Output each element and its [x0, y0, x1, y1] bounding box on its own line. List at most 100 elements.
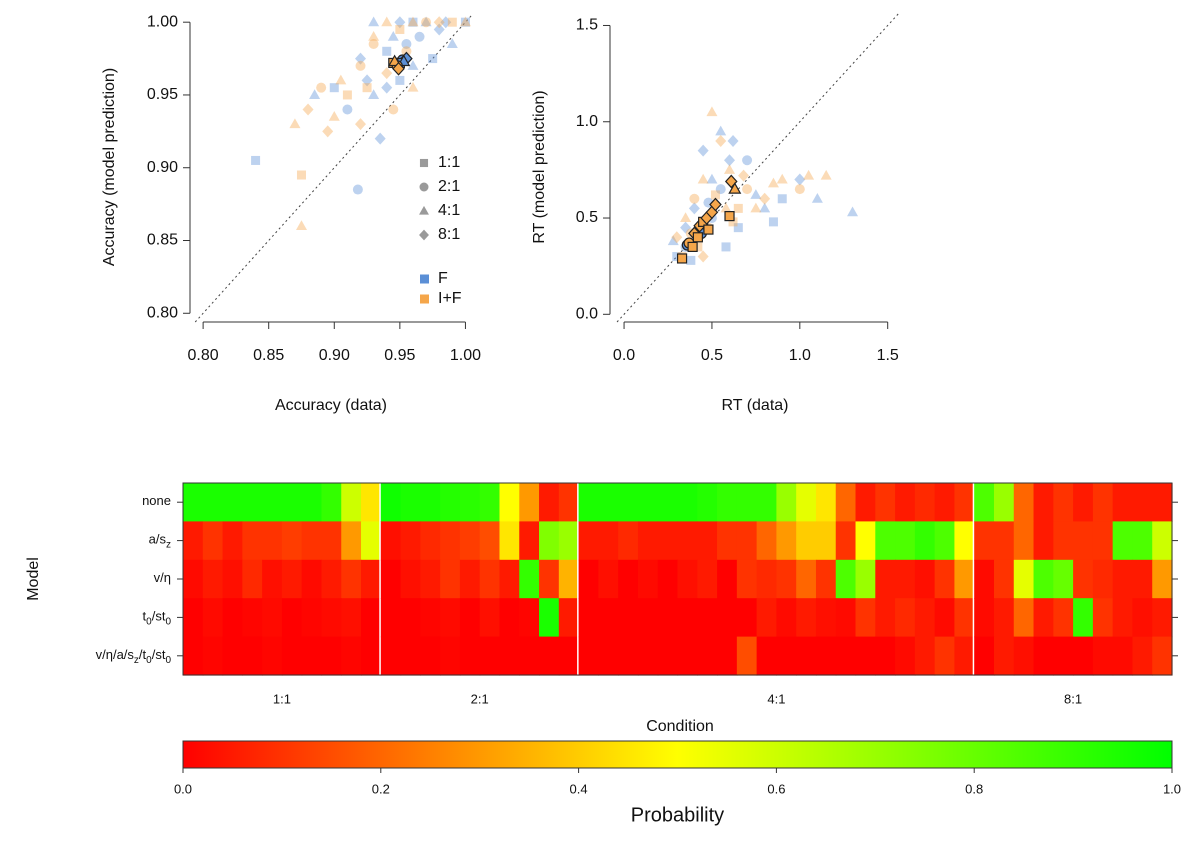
heat-cell	[400, 636, 421, 676]
heat-cell	[183, 559, 204, 599]
heat-cell	[479, 598, 501, 638]
point	[387, 30, 399, 41]
heat-cell	[855, 598, 876, 638]
heat-cell	[934, 559, 956, 599]
point	[401, 39, 412, 50]
point	[407, 60, 419, 70]
point	[394, 16, 406, 29]
heat-cell	[954, 559, 975, 599]
row-label-text: v/η	[154, 570, 171, 585]
x-tick-label: 0.5	[701, 347, 723, 364]
heat-cell	[519, 483, 540, 522]
point	[724, 164, 736, 174]
heat-cell	[578, 598, 599, 638]
point	[446, 38, 458, 49]
heat-cell	[1073, 483, 1094, 522]
heat-cell	[321, 598, 342, 638]
heat-cell	[479, 521, 501, 561]
mean-point	[687, 241, 698, 253]
heat-cell	[1092, 636, 1114, 676]
point	[401, 46, 412, 57]
heat-cell	[183, 636, 204, 676]
heat-cell	[262, 483, 283, 522]
heat-cell	[954, 483, 975, 522]
heat-cell	[1112, 598, 1134, 638]
point	[362, 83, 372, 93]
heat-cell	[1073, 598, 1094, 638]
heat-cell	[183, 598, 204, 638]
heat-cell	[974, 483, 995, 522]
heat-cell	[974, 636, 995, 676]
heat-cell	[855, 521, 876, 561]
y-tick-label: 1.5	[576, 17, 598, 34]
heat-cell	[420, 636, 441, 676]
row-label: v/η	[154, 570, 171, 585]
point	[750, 189, 762, 199]
point	[447, 17, 457, 27]
point	[395, 24, 405, 34]
point	[395, 75, 405, 85]
heat-cell	[717, 636, 738, 676]
heat-cell	[281, 598, 303, 638]
point	[381, 16, 393, 27]
point	[368, 89, 380, 99]
point	[693, 242, 703, 252]
heat-cell	[914, 521, 936, 561]
heat-cell	[202, 598, 224, 638]
heat-cell	[202, 636, 224, 676]
row-label-text: /st	[152, 647, 166, 662]
heat-cell	[499, 598, 520, 638]
heat-cell	[1013, 521, 1035, 561]
heat-cell	[1152, 636, 1173, 676]
heat-cell	[558, 483, 580, 522]
row-label: a/sz	[149, 532, 171, 550]
heat-cell	[954, 636, 975, 676]
heat-cell	[440, 483, 461, 522]
row-label-text: a/s	[149, 532, 167, 547]
heat-cell	[499, 636, 520, 676]
heat-cell	[262, 636, 283, 676]
heat-cell	[1132, 636, 1153, 676]
row-label-subscript: z	[166, 539, 171, 550]
heat-cell	[1033, 483, 1054, 522]
heat-cell	[637, 559, 659, 599]
heat-cell	[539, 598, 560, 638]
heat-cell	[1112, 559, 1134, 599]
heat-cell	[420, 598, 441, 638]
heat-cell	[855, 636, 876, 676]
heat-cell	[934, 521, 956, 561]
heat-cell	[222, 636, 243, 676]
colorbar-tick-label: 0.2	[372, 781, 390, 796]
point	[811, 193, 823, 203]
heat-cell	[380, 559, 402, 599]
point	[776, 173, 788, 184]
identity-line	[616, 11, 901, 323]
heat-cell	[341, 559, 362, 599]
heat-cell	[835, 598, 857, 638]
heat-cell	[697, 636, 718, 676]
point	[440, 16, 452, 29]
colorbar-title: Probability	[631, 804, 724, 826]
point	[433, 23, 445, 36]
y-tick-label: 0.0	[576, 306, 598, 323]
heat-cell	[974, 598, 995, 638]
point	[721, 242, 731, 252]
heat-cell	[459, 521, 481, 561]
x-tick-label: 0.85	[253, 347, 284, 364]
heat-cell	[895, 559, 916, 599]
heat-cell	[756, 636, 777, 676]
heat-cell	[420, 483, 441, 522]
x-tick-label: 1.0	[789, 347, 811, 364]
legend-swatch	[420, 274, 429, 284]
legend-label: 1:1	[438, 154, 460, 171]
heat-cell	[420, 559, 441, 599]
point	[295, 220, 307, 230]
point	[686, 255, 696, 265]
point	[335, 74, 347, 85]
heat-cell	[183, 483, 204, 522]
heat-cell	[202, 483, 224, 522]
heat-cell	[242, 598, 263, 638]
x-tick-label: 0.95	[384, 347, 415, 364]
heat-cell	[459, 483, 481, 522]
